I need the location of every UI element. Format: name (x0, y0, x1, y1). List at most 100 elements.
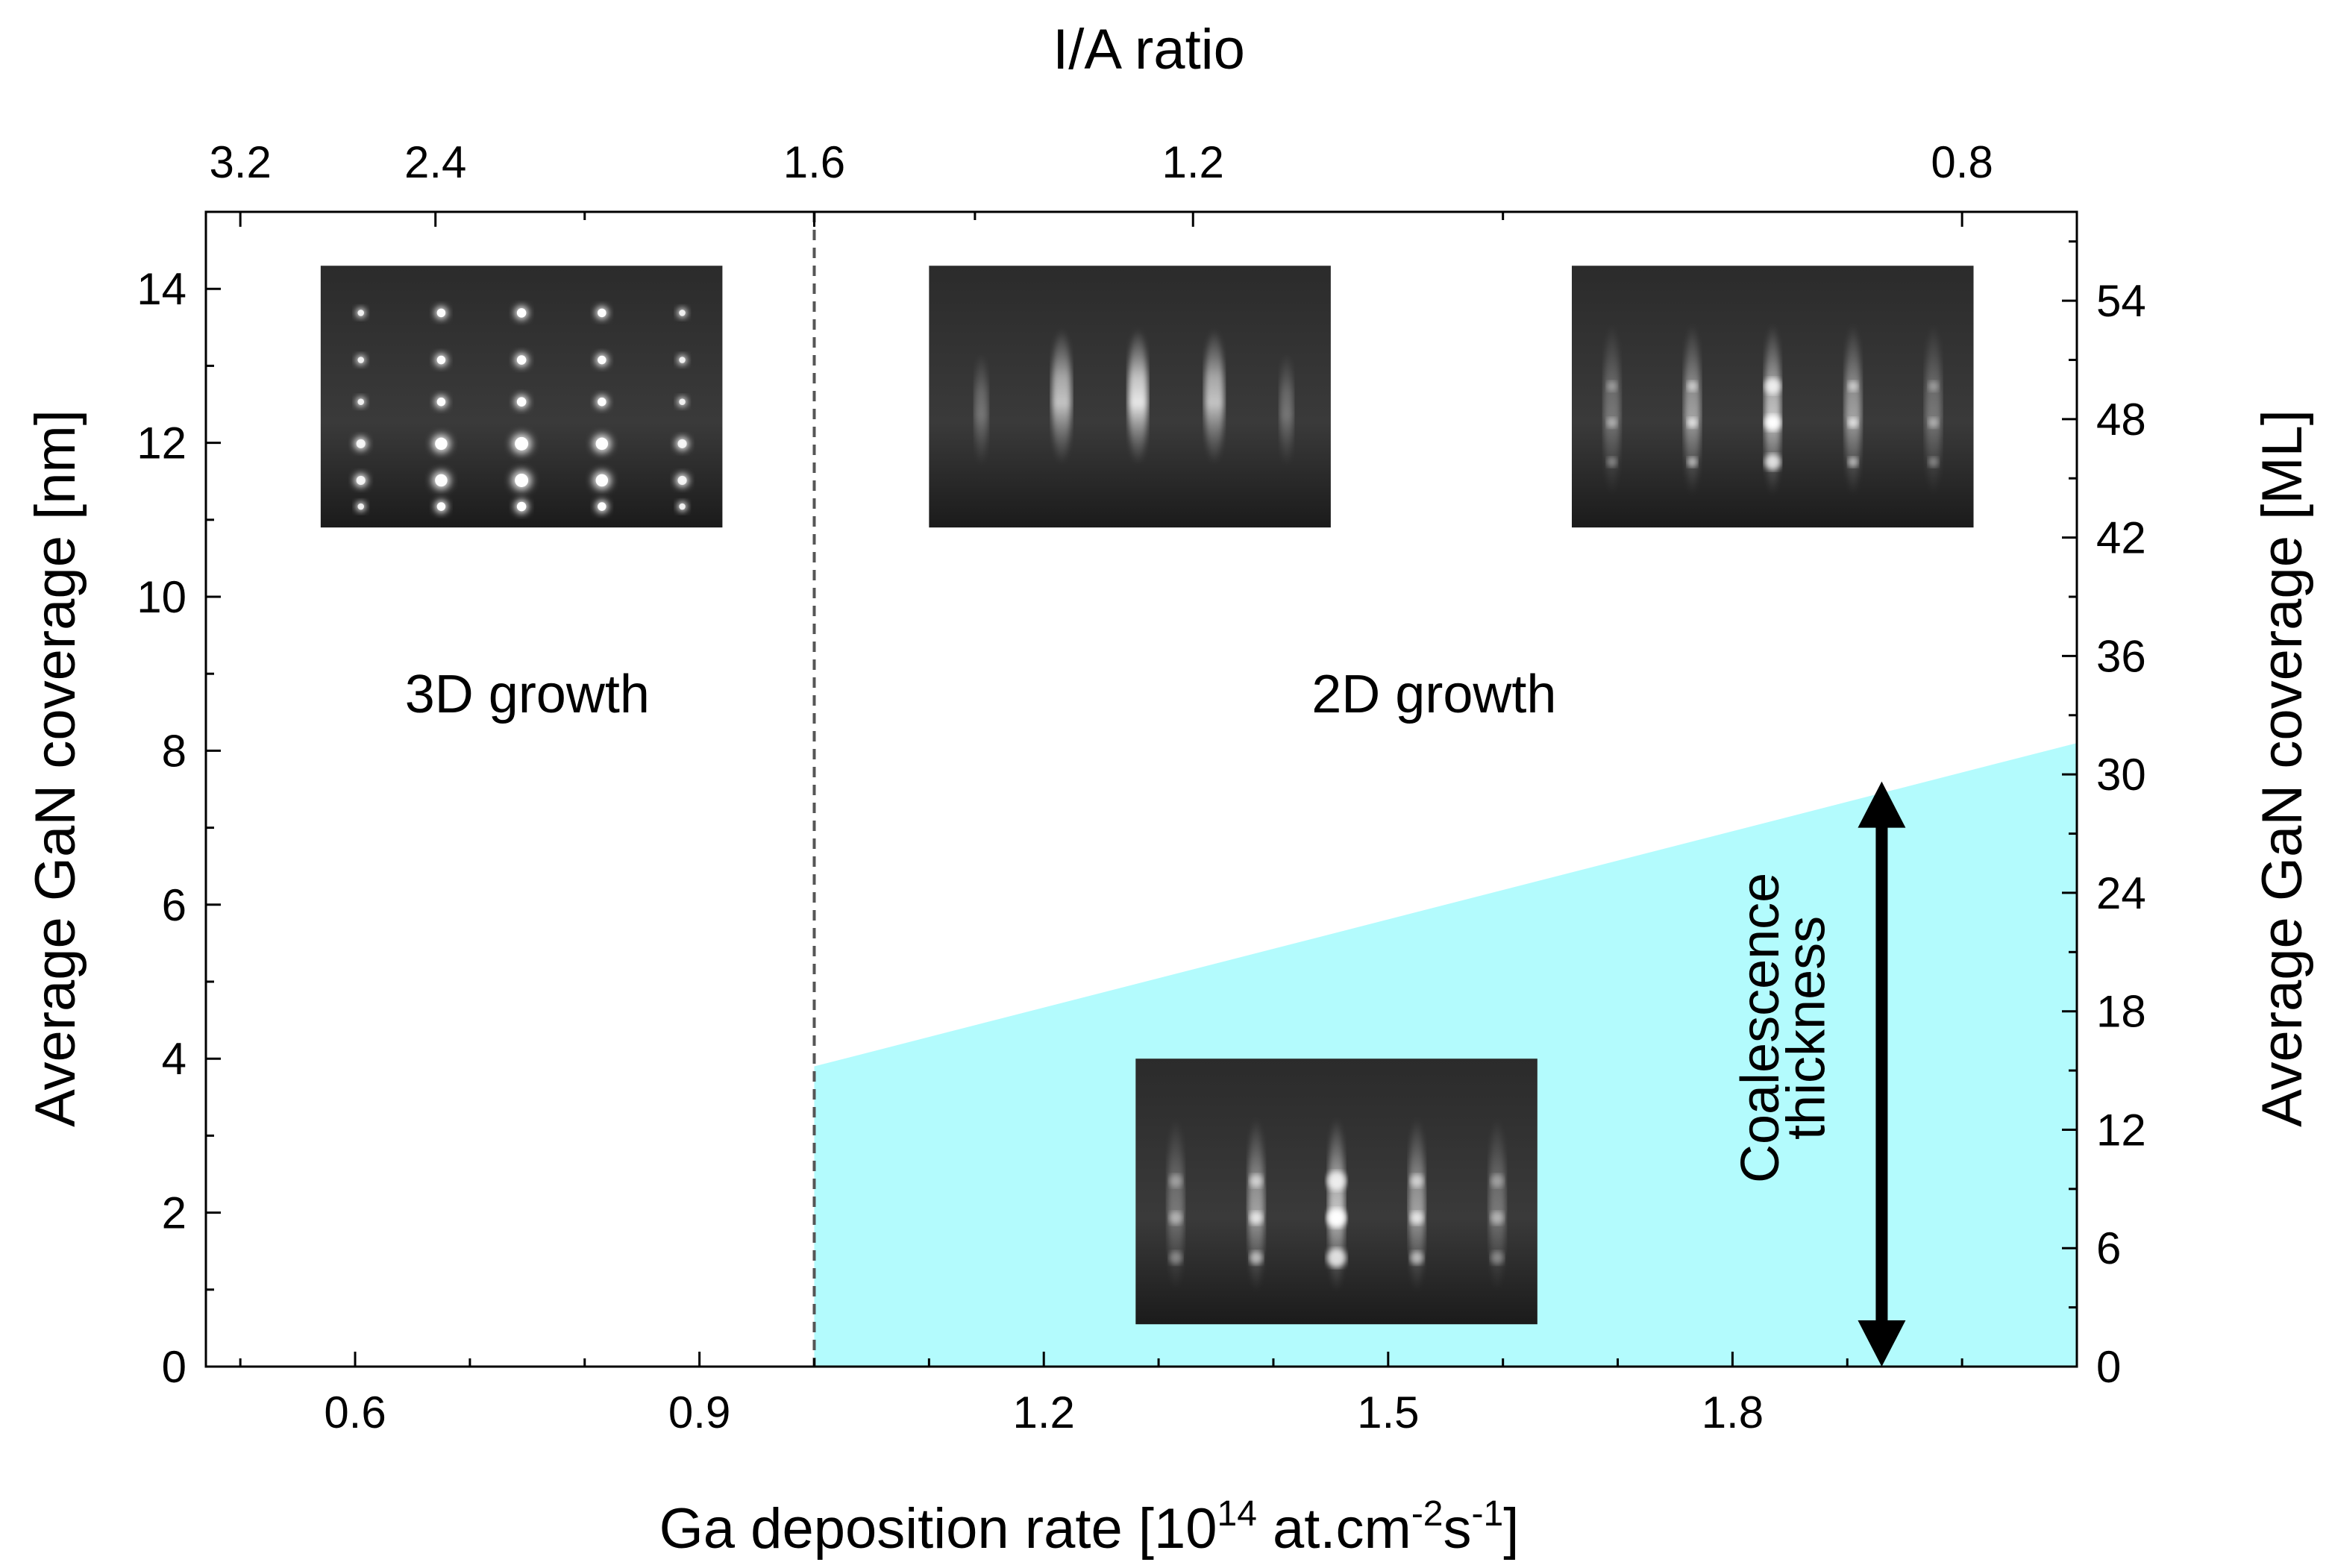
rheed-spot (1410, 1211, 1424, 1225)
rheed-spot (1764, 454, 1781, 471)
rheed-spot-core (516, 397, 527, 407)
rheed-spot-core (515, 473, 529, 487)
rheed-spot (1326, 1248, 1347, 1268)
rheed-spot (1410, 1173, 1424, 1188)
rheed-3d-inset (320, 266, 723, 528)
rheed-spot (1606, 417, 1617, 428)
rheed-spot (1249, 1173, 1263, 1188)
rheed-spot-core (679, 310, 686, 316)
y-right-tick-label: 48 (2096, 395, 2146, 445)
rheed-spot-core (598, 397, 606, 407)
y-right-tick-label: 6 (2096, 1223, 2121, 1273)
rheed-streak (1408, 1117, 1426, 1293)
annotation-coalescence: Coalescence (1731, 873, 1790, 1183)
rheed-spot-core (357, 398, 365, 406)
rheed-spot-core (679, 357, 686, 363)
y-tick-label: 12 (137, 418, 186, 468)
rheed-spot (1606, 457, 1617, 468)
y-right-tick-label: 12 (2096, 1105, 2146, 1155)
rheed-spot (1606, 380, 1617, 392)
rheed-coalescence-inset (1135, 1059, 1537, 1325)
y-tick-label: 10 (137, 572, 186, 622)
rheed-spot (1928, 380, 1939, 392)
rheed-spot-core (357, 357, 365, 363)
rheed-spot-core (435, 437, 448, 451)
y-right-tick-label: 18 (2096, 987, 2146, 1037)
rheed-streak (1328, 1117, 1345, 1293)
rheed-streak (1844, 323, 1861, 497)
y-tick-label: 4 (162, 1034, 186, 1084)
coalescence-arrow-head-top (1858, 781, 1906, 828)
rheed-streak (974, 352, 988, 468)
rheed-spot-core (356, 439, 366, 448)
rheed-spot-core (595, 437, 609, 451)
rheed-spot-core (516, 501, 527, 512)
rheed-streak (1279, 352, 1294, 468)
rheed-spot-core (598, 355, 606, 365)
rheed-spot (1490, 1211, 1504, 1225)
y-right-tick-label: 42 (2096, 513, 2146, 563)
x-tick-label: 1.8 (1702, 1387, 1764, 1437)
rheed-spot-core (598, 308, 606, 318)
rheed-spot (1928, 417, 1939, 428)
rheed-streak (1247, 1117, 1264, 1293)
rheed-spot-core (436, 397, 446, 407)
top-tick-label: 0.8 (1931, 137, 1993, 187)
rheed-spot (1490, 1251, 1504, 1265)
y-right-tick-label: 36 (2096, 631, 2146, 681)
x-tick-label: 0.6 (324, 1387, 386, 1437)
rheed-spot (1326, 1208, 1347, 1228)
rheed-spot (1847, 457, 1858, 468)
rheed-spot-core (436, 502, 446, 511)
top-tick-label: 1.2 (1162, 137, 1224, 187)
top-tick-label: 1.6 (783, 137, 845, 187)
coalescence-arrow-head-bottom (1858, 1320, 1906, 1367)
annotation-3d-growth: 3D growth (405, 665, 650, 724)
rheed-2d-high-inset (1571, 266, 1974, 528)
rheed-spot-core (679, 503, 686, 510)
y-tick-label: 2 (162, 1188, 186, 1238)
rheed-spot (1847, 417, 1858, 428)
rheed-spot (1764, 414, 1781, 431)
rheed-spot (1326, 1170, 1347, 1191)
y-axis-label-right: Average GaN coverage [ML] (2251, 410, 2314, 1127)
rheed-spot-core (515, 436, 529, 451)
rheed-spot-core (356, 475, 366, 486)
annotation-thickness: thickness (1776, 916, 1836, 1140)
top-tick-label: 2.4 (404, 137, 466, 187)
coalescence-region (814, 743, 2077, 1367)
rheed-spot-core (436, 308, 446, 318)
x-axis-label: Ga deposition rate [1014 at.cm-2s-1] (659, 1494, 1520, 1561)
top-axis-label: I/A ratio (1053, 18, 1245, 81)
rheed-spot-core (598, 502, 606, 511)
y-tick-label: 14 (137, 264, 186, 314)
y-right-tick-label: 30 (2096, 750, 2146, 800)
rheed-spot-core (436, 355, 446, 365)
rheed-spot (1928, 457, 1939, 468)
y-right-tick-label: 54 (2096, 276, 2146, 326)
rheed-spot-core (595, 474, 609, 487)
plot-frame (204, 210, 2078, 1368)
y-axis-label-left: Average GaN coverage [nm] (24, 410, 87, 1127)
rheed-spot (1169, 1251, 1183, 1265)
rheed-spot (1410, 1251, 1424, 1265)
rheed-spot-core (516, 308, 527, 318)
y-tick-label: 6 (162, 880, 186, 930)
rheed-streak (1603, 323, 1620, 497)
y-right-tick-label: 0 (2096, 1342, 2121, 1392)
rheed-spot (1249, 1211, 1263, 1225)
rheed-spot-core (357, 503, 365, 510)
rheed-spot (1490, 1173, 1504, 1188)
rheed-streak (1684, 323, 1701, 497)
rheed-spot-core (677, 439, 687, 448)
rheed-spot-core (435, 474, 448, 487)
rheed-spot (1169, 1211, 1183, 1225)
rheed-spot-core (357, 310, 365, 316)
rheed-spot-core (516, 355, 527, 365)
rheed-spot (1687, 417, 1698, 428)
y-right-tick-label: 24 (2096, 868, 2146, 918)
rheed-streak (1925, 323, 1942, 497)
rheed-streak (1488, 1117, 1505, 1293)
y-tick-label: 8 (162, 726, 186, 776)
